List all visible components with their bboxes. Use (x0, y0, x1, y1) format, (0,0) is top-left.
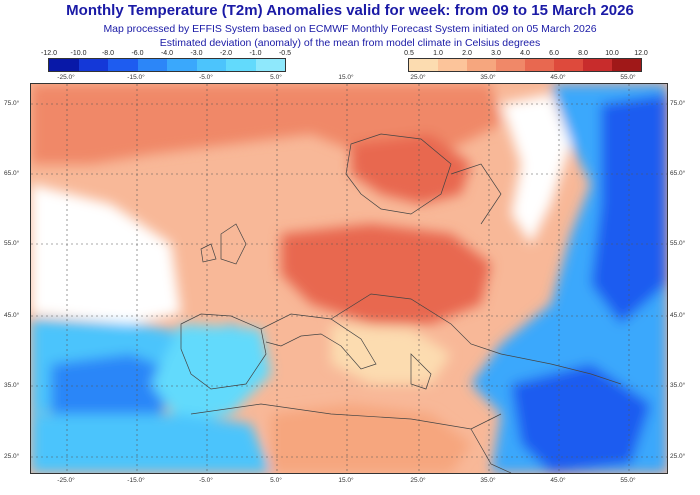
longitude-label: 55.0° (620, 477, 636, 484)
longitude-label: -25.0° (57, 477, 75, 484)
warm-anomaly-north-africa (271, 404, 471, 473)
cold-colorbar-tick-label: -0.5 (278, 50, 292, 57)
coastlines (180, 133, 622, 473)
latitude-label: 35.0° (4, 382, 20, 389)
latitude-label: 55.0° (670, 240, 686, 247)
longitude-label: 55.0° (620, 74, 636, 81)
colorbar-swatch (49, 59, 79, 71)
colorbar-swatch (583, 59, 612, 71)
colorbar-swatch (196, 59, 226, 71)
latitude-label: 55.0° (4, 240, 20, 247)
cold-colorbar-tick-label: -8.0 (101, 50, 115, 57)
map-subtitle-description: Estimated deviation (anomaly) of the mea… (159, 37, 541, 49)
latitude-label: 35.0° (670, 382, 686, 389)
map-title: Monthly Temperature (T2m) Anomalies vali… (66, 2, 634, 19)
longitude-label: 15.0° (338, 74, 354, 81)
map-graphic (31, 84, 667, 473)
colorbar-swatch (525, 59, 554, 71)
longitude-label: -15.0° (127, 74, 145, 81)
cold-colorbar-tick-label: -4.0 (160, 50, 174, 57)
colorbar-swatch (554, 59, 583, 71)
latitude-label: 45.0° (670, 312, 686, 319)
map-subtitle-source: Map processed by EFFIS System based on E… (103, 23, 597, 35)
cold-anomaly-north-africa (31, 414, 271, 473)
longitude-label: -15.0° (127, 477, 145, 484)
warm-colorbar (408, 58, 642, 72)
colorbar-swatch (137, 59, 167, 71)
latitude-label: 25.0° (4, 453, 20, 460)
colorbar-swatch (467, 59, 496, 71)
cold-colorbar-tick-label: -10.0 (70, 50, 87, 57)
warm-colorbar-tick-label: 4.0 (520, 50, 530, 57)
warm-colorbar-tick-label: 0.5 (404, 50, 414, 57)
longitude-label: -25.0° (57, 74, 75, 81)
latitude-label: 75.0° (4, 100, 20, 107)
colorbar-swatch (78, 59, 108, 71)
colorbar-swatch (612, 59, 641, 71)
longitude-label: 15.0° (338, 477, 354, 484)
latitude-label: 75.0° (670, 100, 686, 107)
cold-colorbar-tick-label: -3.0 (190, 50, 203, 57)
longitude-label: 25.0° (410, 74, 426, 81)
longitude-label: 45.0° (550, 477, 566, 484)
latitude-label: 25.0° (670, 453, 686, 460)
warm-colorbar-tick-label: 3.0 (491, 50, 501, 57)
colorbar-swatch (496, 59, 525, 71)
warm-colorbar-tick-label: 2.0 (462, 50, 472, 57)
latitude-label: 65.0° (670, 170, 686, 177)
cold-colorbar-tick-label: -1.0 (249, 50, 262, 57)
longitude-label: -5.0° (199, 477, 213, 484)
colorbar-swatch (409, 59, 438, 71)
longitude-label: -5.0° (199, 74, 213, 81)
warm-colorbar-tick-label: 12.0 (634, 50, 648, 57)
latitude-label: 45.0° (4, 312, 20, 319)
colorbar-swatch (167, 59, 197, 71)
warm-colorbar-tick-label: 8.0 (578, 50, 588, 57)
longitude-label: 25.0° (410, 477, 426, 484)
longitude-label: 5.0° (270, 477, 282, 484)
longitude-label: 45.0° (550, 74, 566, 81)
warm-anomaly-scandinavia (351, 134, 471, 204)
longitude-label: 35.0° (480, 74, 496, 81)
longitude-label: 5.0° (270, 74, 282, 81)
cold-colorbar (48, 58, 286, 72)
colorbar-swatch (438, 59, 467, 71)
temperature-anomaly-map (30, 83, 668, 474)
graticule (31, 84, 667, 473)
cold-colorbar-tick-label: -2.0 (219, 50, 233, 57)
colorbar-swatch (255, 59, 285, 71)
warm-anomaly-central-europe (281, 224, 491, 324)
cold-colorbar-tick-label: -12.0 (41, 50, 57, 57)
neutral-east (501, 94, 571, 244)
warm-colorbar-tick-label: 1.0 (433, 50, 443, 57)
longitude-label: 35.0° (480, 477, 496, 484)
warm-colorbar-tick-label: 6.0 (549, 50, 559, 57)
colorbar-swatch (108, 59, 138, 71)
colorbar-swatch (226, 59, 256, 71)
neutral-atlantic (31, 184, 181, 324)
latitude-label: 65.0° (4, 170, 20, 177)
cold-anomaly-middle-east (511, 364, 651, 473)
cold-colorbar-tick-label: -6.0 (131, 50, 144, 57)
warm-colorbar-tick-label: 10.0 (605, 50, 619, 57)
